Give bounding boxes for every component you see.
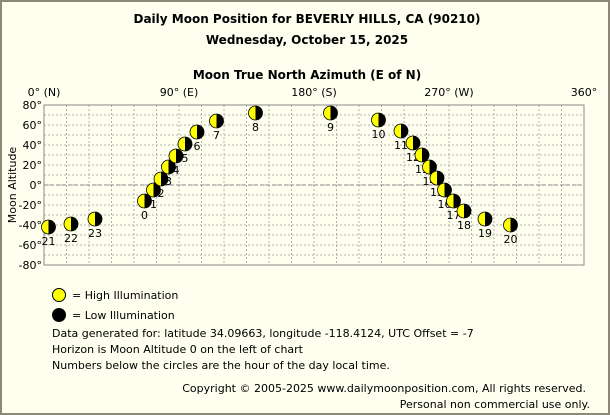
note-horizon: Horizon is Moon Altitude 0 on the left o… [52,343,303,356]
moon-marker-outline [393,123,409,139]
moon-marker-outline [168,148,184,164]
x-tick-label: 0° (N) [28,86,61,99]
moon-marker-outline [405,135,421,151]
hour-label: 11 [394,139,408,152]
moon-marker-lit [430,171,437,185]
moon-position-plot: 0° (N) 90° (E) 180° (S) 270° (W) 360°80°60°4… [6,86,598,272]
moon-marker-lit [161,160,169,174]
y-tick-label: -20° [19,199,42,212]
moon-marker-outline [456,203,472,219]
hour-label: 7 [213,129,220,142]
y-tick-label: 0° [30,179,43,192]
moon-marker-lit [415,148,422,162]
moon-marker-outline [477,211,493,227]
hour-label: 9 [327,121,334,134]
hour-label: 5 [182,152,189,165]
moon-marker-outline [437,182,452,198]
moon-marker-outline [248,105,263,121]
moon-marker-lit [178,137,185,151]
moon-marker-outline [63,216,79,232]
moon-marker-outline [422,159,437,175]
moon-marker-outline [161,159,176,175]
hour-label: 1 [150,198,157,211]
y-axis-title: Moon Altitude [6,147,19,224]
moon-marker-lit [154,172,161,186]
moon-marker-outline [87,211,103,227]
moon-marker-lit [478,212,485,226]
moon-marker-lit [248,106,256,120]
hour-label: 8 [252,121,259,134]
hour-label: 3 [165,175,172,188]
moon-marker-outline [153,171,169,187]
moon-marker-lit [446,194,454,208]
moon-marker-lit [64,217,71,231]
hour-label: 6 [194,140,201,153]
moon-marker-lit [503,218,511,232]
hour-label: 10 [372,128,386,141]
moon-marker-outline [503,217,518,233]
moon-marker-lit [457,204,464,218]
y-tick-label: 80° [23,99,43,112]
x-tick-label: 180° (S) [291,86,337,99]
moon-marker-outline [177,136,193,152]
moon-marker-outline [146,182,161,198]
moon-marker-lit [323,106,331,120]
moon-marker-lit [41,220,49,234]
x-tick-label: 360° [571,86,598,99]
legend-high-label: = High Illumination [72,289,179,302]
moon-marker-lit [371,113,379,127]
license-text: Personal non commercial use only. [399,398,590,411]
hour-label: 2 [158,187,165,200]
legend-low-label: = Low Illumination [72,309,175,322]
moon-marker-lit [190,125,197,139]
moon-marker-outline [429,170,445,186]
high-illumination-legend-icon [52,288,66,302]
moon-marker-lit [137,194,145,208]
moon-marker-outline [137,193,152,209]
copyright-text: Copyright © 2005-2025 www.dailymoonposit… [182,382,586,395]
moon-marker-lit [394,124,401,138]
moon-marker-outline [414,147,430,163]
moon-marker-outline [446,193,461,209]
chart-title: Daily Moon Position for BEVERLY HILLS, C… [133,12,481,26]
moon-marker-outline [41,219,56,235]
y-tick-label: 40° [23,139,43,152]
note-location: Data generated for: latitude 34.09663, l… [52,327,474,340]
moon-marker-outline [189,124,205,140]
x-tick-label: 270° (W) [424,86,473,99]
moon-marker-lit [437,183,445,197]
moon-marker-lit [88,212,95,226]
hour-label: 22 [64,232,78,245]
y-tick-label: -80° [19,259,42,272]
moon-marker-lit [406,136,413,150]
hour-label: 19 [478,227,492,240]
x-tick-label: 90° (E) [160,86,199,99]
note-hours: Numbers below the circles are the hour o… [52,359,390,372]
plot-area-border [43,104,585,266]
low-illumination-legend-icon [52,308,66,322]
y-tick-label: 60° [23,119,43,132]
x-axis-title: Moon True North Azimuth (E of N) [192,68,422,82]
hour-label: 23 [88,227,102,240]
y-tick-label: -40° [19,219,42,232]
moon-marker-lit [169,149,176,163]
y-tick-label: 20° [23,159,43,172]
moon-marker-outline [371,112,386,128]
hour-label: 20 [504,233,518,246]
hour-label: 0 [141,209,148,222]
moon-marker-lit [209,114,217,128]
hour-label: 18 [457,219,471,232]
hour-label: 21 [42,235,56,248]
y-tick-label: -60° [19,239,42,252]
moon-marker-lit [146,183,154,197]
moon-marker-outline [209,113,224,129]
chart-subtitle: Wednesday, October 15, 2025 [205,33,409,47]
moon-marker-lit [422,160,430,174]
moon-marker-outline [323,105,338,121]
hour-label: 4 [173,164,180,177]
